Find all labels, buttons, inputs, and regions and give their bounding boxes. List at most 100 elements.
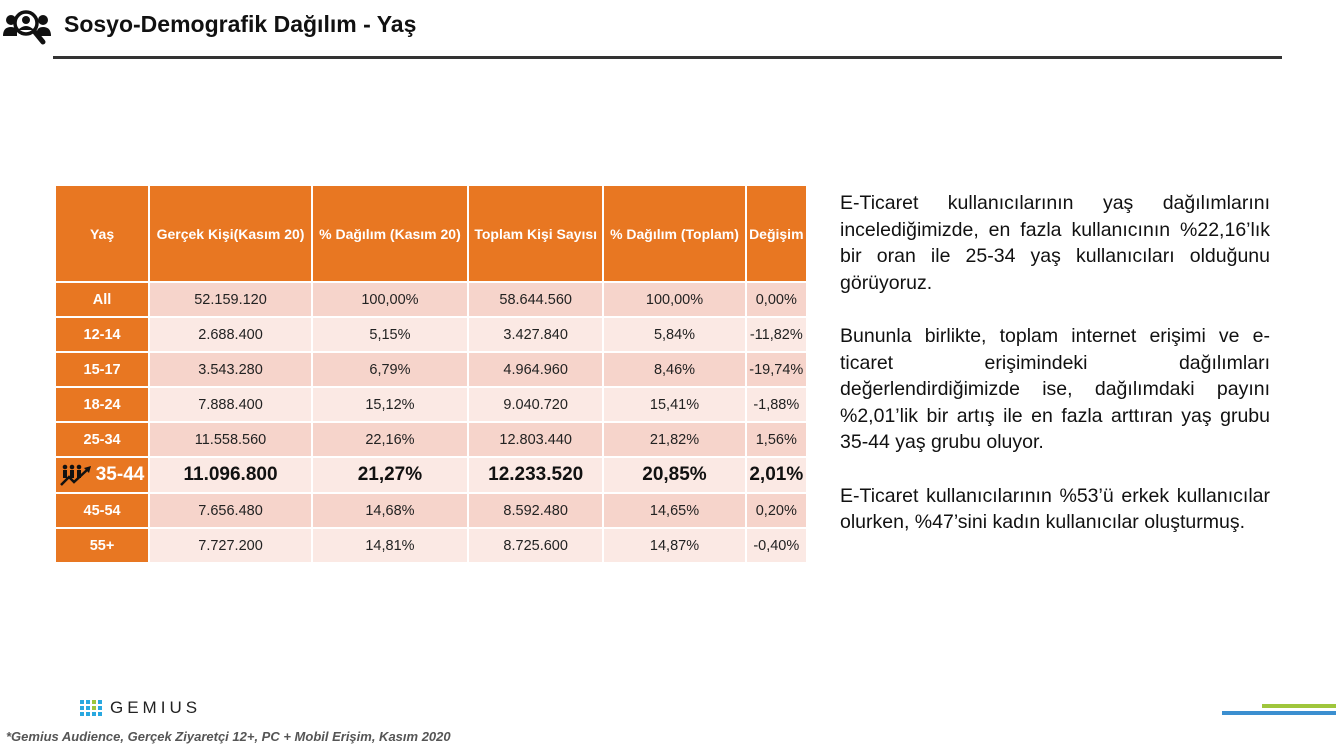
paragraph-2: Bununla birlikte, toplam internet erişim… xyxy=(840,325,1270,453)
cell-text: 12.233.520 xyxy=(488,464,584,485)
cell-text: 15-17 xyxy=(83,361,121,378)
column-header: Gerçek Kişi(Kasım 20) xyxy=(148,184,313,283)
value-cell: 0,20% xyxy=(744,492,809,529)
table-row: All 52.159.120 100,00% 58.644.560 100,00% 0,0… xyxy=(53,281,809,318)
table-row: 18-24 7.888.400 15,12% 9.040.720 15,41% -1,88… xyxy=(53,386,809,423)
value-cell: 4.964.960 xyxy=(466,351,605,388)
cell-text: 20,85% xyxy=(642,464,707,485)
source-note: *Gemius Audience, Gerçek Ziyaretçi 12+, … xyxy=(6,729,451,744)
column-header: % Dağılım (Kasım 20) xyxy=(310,184,469,283)
value-cell: 100,00% xyxy=(602,281,747,318)
table-row: 55+ 7.727.200 14,81% 8.725.600 14,87% -0,40% xyxy=(53,527,809,564)
cell-text: 6,79% xyxy=(369,361,411,378)
column-header: Yaş xyxy=(53,184,151,283)
value-cell: 15,41% xyxy=(602,386,747,423)
accent-bar-blue xyxy=(1222,711,1336,715)
value-cell: 21,82% xyxy=(602,421,747,458)
value-cell: 5,84% xyxy=(602,316,747,353)
accent-bar-green xyxy=(1262,704,1336,708)
people-growth-icon xyxy=(59,464,91,486)
paragraph-1: E-Ticaret kullanıcılarının yaş dağılımla… xyxy=(840,192,1270,294)
column-header: Değişim xyxy=(744,184,809,283)
cell-text: 2.688.400 xyxy=(198,326,263,343)
value-cell: 2.688.400 xyxy=(148,316,313,353)
age-cell: 25-34 xyxy=(53,421,151,458)
cell-text: 8.592.480 xyxy=(503,502,568,519)
cell-text: 7.727.200 xyxy=(198,537,263,554)
value-cell: 21,27% xyxy=(310,456,469,494)
cell-text: 21,27% xyxy=(357,464,423,485)
cell-text: 18-24 xyxy=(83,396,121,413)
gemius-logo: GEMIUS xyxy=(80,698,201,718)
value-cell: 12.233.520 xyxy=(466,456,605,494)
value-cell: 11.096.800 xyxy=(148,456,313,494)
column-header: % Dağılım (Toplam) xyxy=(602,184,747,283)
value-cell: 2,01% xyxy=(744,456,809,494)
table-row: 35-44 11.096.800 21,27% 12.233.520 20,85% 2,0… xyxy=(53,456,809,494)
value-cell: 52.159.120 xyxy=(148,281,313,318)
cell-text: 52.159.120 xyxy=(194,291,267,308)
value-cell: 8.725.600 xyxy=(466,527,605,564)
column-header: Toplam Kişi Sayısı xyxy=(466,184,605,283)
paragraph-3: E-Ticaret kullanıcılarının %53’ü erkek k… xyxy=(840,484,1270,534)
value-cell: -11,82% xyxy=(744,316,809,353)
cell-text: 100,00% xyxy=(645,291,704,308)
cell-text: 2,01% xyxy=(749,464,804,485)
cell-text: 100,00% xyxy=(361,291,419,308)
cell-text: 58.644.560 xyxy=(499,291,572,308)
value-cell: 3.427.840 xyxy=(466,316,605,353)
cell-text: 14,65% xyxy=(649,502,700,519)
cell-text: 5,15% xyxy=(369,326,411,343)
cell-text: 0,00% xyxy=(755,291,797,308)
table-row: 15-17 3.543.280 6,79% 4.964.960 8,46% -19,74% xyxy=(53,351,809,388)
value-cell: 8,46% xyxy=(602,351,747,388)
age-cell: 55+ xyxy=(53,527,151,564)
value-cell: 20,85% xyxy=(602,456,747,494)
age-cell: 18-24 xyxy=(53,386,151,423)
cell-text: 21,82% xyxy=(649,431,700,448)
age-cell: 12-14 xyxy=(53,316,151,353)
cell-text: 14,81% xyxy=(365,537,415,554)
cell-text: 11.558.560 xyxy=(194,431,267,448)
people-search-icon xyxy=(3,10,51,45)
value-cell: 14,87% xyxy=(602,527,747,564)
age-cell: 15-17 xyxy=(53,351,151,388)
value-cell: 14,81% xyxy=(310,527,469,564)
logo-dots-icon xyxy=(80,700,102,716)
value-cell: 5,15% xyxy=(310,316,469,353)
value-cell: 100,00% xyxy=(310,281,469,318)
cell-text: 35-44 xyxy=(95,464,145,485)
age-cell: 35-44 xyxy=(53,456,151,494)
cell-text: 7.656.480 xyxy=(198,502,263,519)
commentary: E-Ticaret kullanıcılarının yaş dağılımla… xyxy=(840,190,1270,563)
value-cell: 1,56% xyxy=(744,421,809,458)
cell-text: 8,46% xyxy=(653,361,696,378)
cell-text: 12-14 xyxy=(83,326,121,343)
cell-text: 12.803.440 xyxy=(499,431,572,448)
value-cell: -19,74% xyxy=(744,351,809,388)
cell-text: 3.427.840 xyxy=(503,326,568,343)
cell-text: -11,82% xyxy=(749,326,803,343)
value-cell: 14,65% xyxy=(602,492,747,529)
value-cell: 22,16% xyxy=(310,421,469,458)
value-cell: 14,68% xyxy=(310,492,469,529)
cell-text: All xyxy=(92,291,112,308)
cell-text: 3.543.280 xyxy=(198,361,263,378)
table-row: 25-34 11.558.560 22,16% 12.803.440 21,82% 1,5… xyxy=(53,421,809,458)
table-row: 45-54 7.656.480 14,68% 8.592.480 14,65% 0,20% xyxy=(53,492,809,529)
cell-text: 8.725.600 xyxy=(503,537,568,554)
logo-text: GEMIUS xyxy=(110,698,202,717)
cell-text: 45-54 xyxy=(83,502,121,519)
cell-text: 25-34 xyxy=(83,431,121,448)
cell-text: 14,68% xyxy=(365,502,415,519)
age-distribution-table: Yaş Gerçek Kişi(Kasım 20)% Dağılım (Kasım… xyxy=(53,184,809,564)
cell-text: 5,84% xyxy=(653,326,696,343)
cell-text: 1,56% xyxy=(755,431,797,448)
cell-text: 15,12% xyxy=(365,396,415,413)
value-cell: 6,79% xyxy=(310,351,469,388)
value-cell: 7.656.480 xyxy=(148,492,313,529)
title-divider xyxy=(53,56,1282,59)
age-cell: All xyxy=(53,281,151,318)
page-title: Sosyo-Demografik Dağılım - Yaş xyxy=(64,11,417,37)
cell-text: 14,87% xyxy=(649,537,700,554)
